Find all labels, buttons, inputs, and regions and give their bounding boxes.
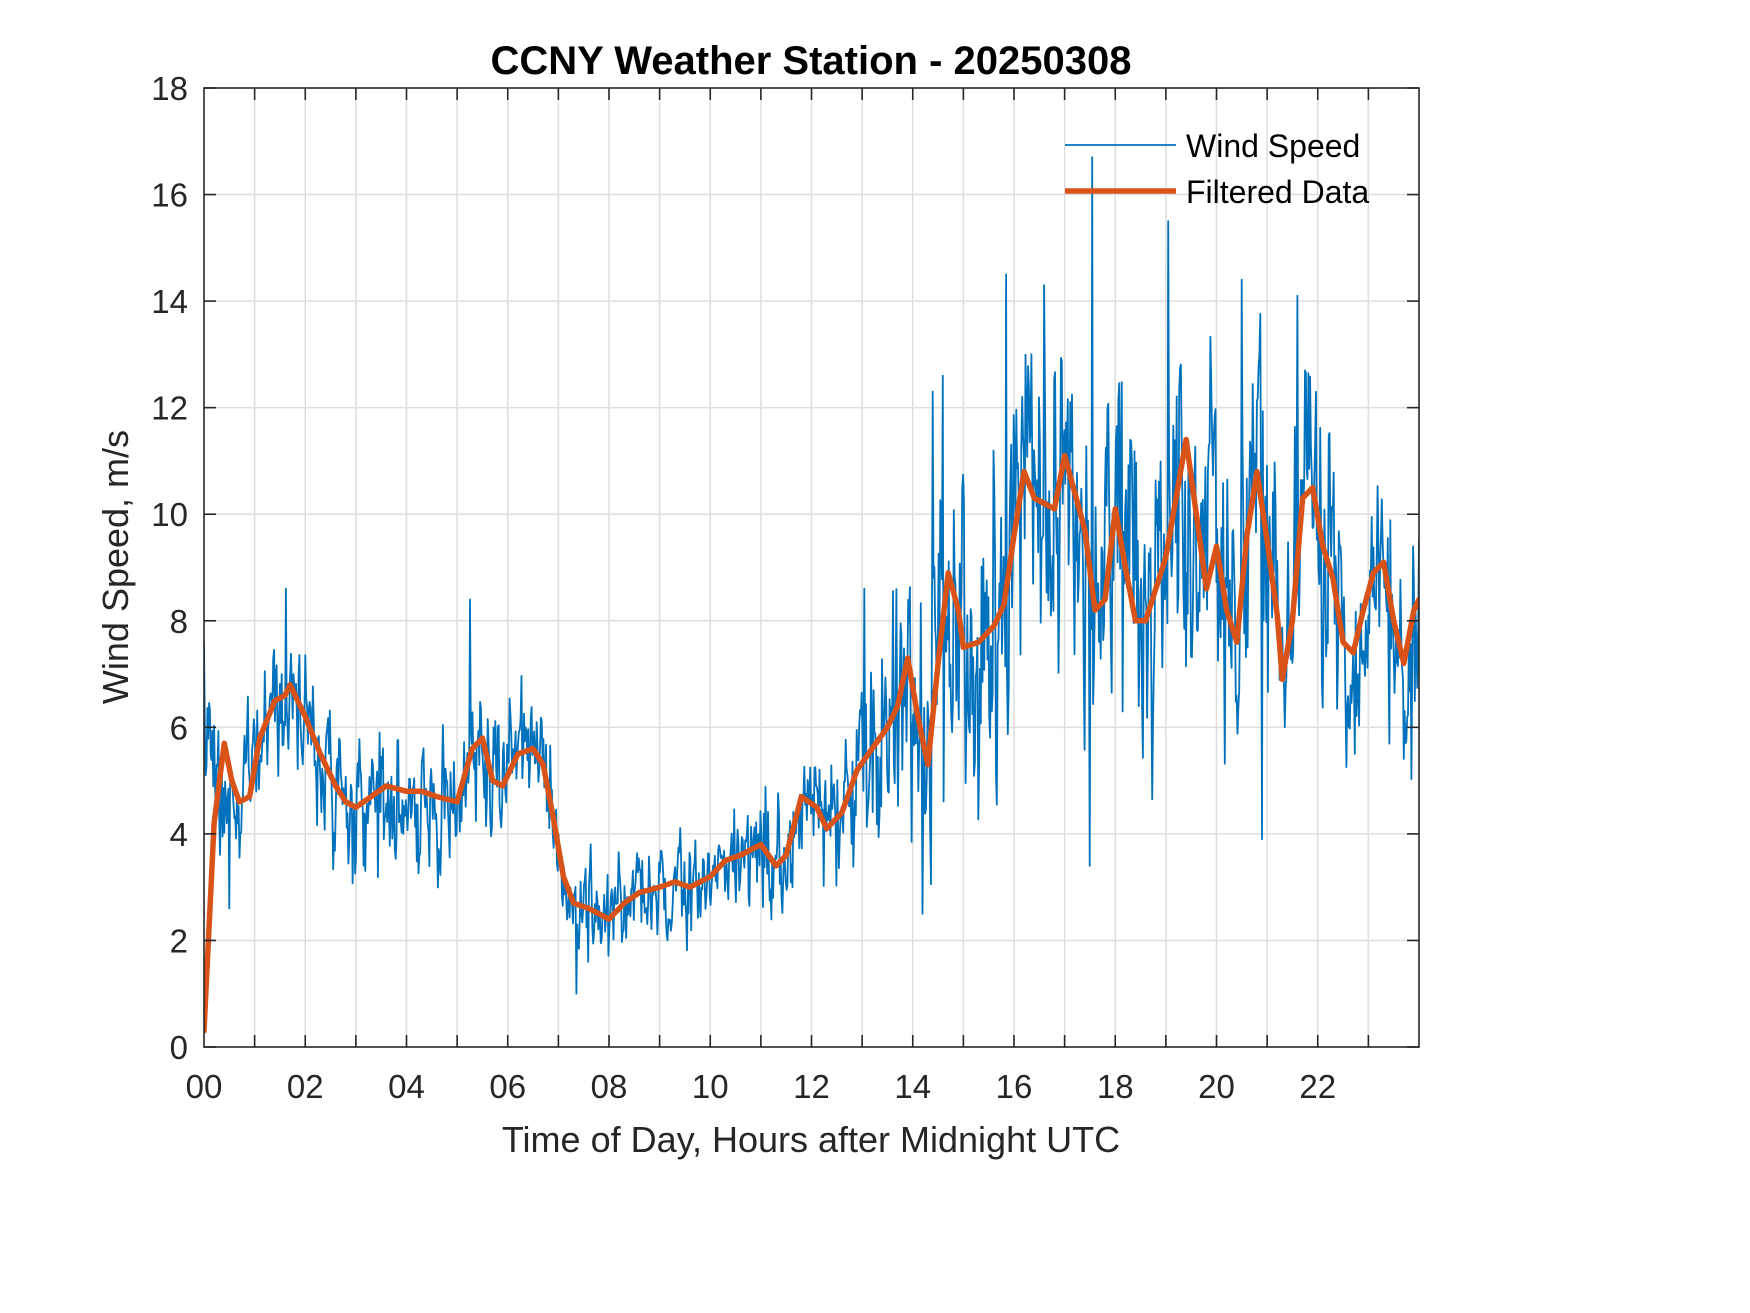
axis-ticks: [204, 87, 1419, 1048]
y-tick-label: 10: [151, 496, 188, 533]
y-tick-label: 4: [170, 816, 188, 853]
y-tick-label: 14: [151, 283, 188, 320]
x-tick-label: 08: [591, 1068, 628, 1105]
x-tick-label: 00: [186, 1068, 223, 1105]
x-tick-label: 14: [894, 1068, 931, 1105]
x-tick-label: 06: [489, 1068, 526, 1105]
x-tick-labels: 00 02 04 06 08 10 12 14 16 18 20 22: [186, 1068, 1336, 1105]
x-tick-label: 22: [1299, 1068, 1336, 1105]
legend-label-filtered-data: Filtered Data: [1186, 174, 1369, 210]
x-tick-label: 02: [287, 1068, 324, 1105]
x-axis-label: Time of Day, Hours after Midnight UTC: [502, 1119, 1120, 1160]
y-tick-label: 12: [151, 390, 188, 427]
series-line-filtered-data: [204, 436, 1419, 1034]
legend-label-wind-speed: Wind Speed: [1186, 128, 1360, 164]
y-tick-label: 16: [151, 177, 188, 214]
x-tick-label: 04: [388, 1068, 425, 1105]
y-axis-label: Wind Speed, m/s: [95, 430, 136, 704]
y-tick-label: 2: [170, 922, 188, 959]
x-tick-label: 18: [1097, 1068, 1134, 1105]
series-line-wind-speed: [204, 156, 1419, 995]
y-tick-label: 8: [170, 603, 188, 640]
x-tick-label: 12: [793, 1068, 830, 1105]
y-tick-label: 0: [170, 1029, 188, 1066]
chart-title: CCNY Weather Station - 20250308: [491, 39, 1132, 83]
y-tick-label: 18: [151, 70, 188, 107]
y-tick-labels: 0 2 4 6 8 10 12 14 16 18: [151, 70, 188, 1066]
x-tick-label: 16: [996, 1068, 1033, 1105]
x-tick-label: 20: [1198, 1068, 1235, 1105]
legend: Wind Speed Filtered Data: [1065, 128, 1369, 210]
y-tick-label: 6: [170, 709, 188, 746]
x-tick-label: 10: [692, 1068, 729, 1105]
